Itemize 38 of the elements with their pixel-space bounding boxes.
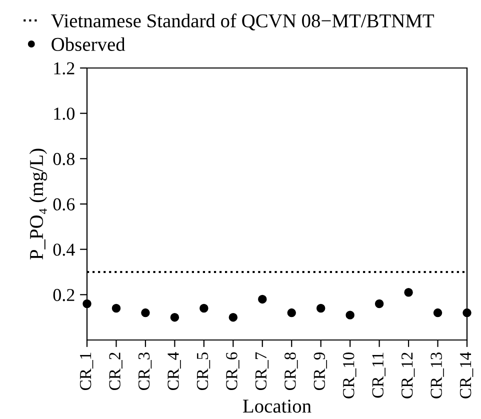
x-tick-label: CR_7	[255, 352, 269, 390]
y-tick-label: 0.2	[53, 288, 74, 302]
point	[200, 304, 208, 313]
y-tick-label: 1.2	[54, 62, 74, 75]
x-tick-label: CR_12	[402, 352, 415, 398]
y-tick-label: 1.0	[54, 108, 75, 120]
x-tick-label: CR_13	[430, 352, 444, 398]
x-tick-label: CR_3	[138, 352, 152, 390]
point	[462, 308, 472, 318]
point	[287, 308, 296, 318]
y-tick-label: 0.6	[53, 198, 75, 211]
y-tick-label: 0.4	[53, 244, 75, 256]
x-tick-label: CR_9	[314, 352, 327, 390]
x-tick-label: CR_8	[284, 352, 298, 390]
point	[404, 288, 413, 297]
legend-label: Vietnamese Standard of QCVN 08−MT/BTNMT	[51, 14, 434, 30]
x-tick-label: CR_10	[343, 352, 356, 398]
y-tick-label: 0.8	[53, 152, 75, 166]
x-tick-label: CR_6	[226, 352, 240, 390]
x-tick-label: CR_11	[372, 352, 386, 398]
x-tick-label: CR_1	[80, 352, 94, 390]
point	[112, 304, 121, 313]
x-tick-label: CR_5	[196, 352, 210, 390]
point	[346, 310, 354, 320]
point	[316, 304, 326, 313]
point	[141, 308, 150, 318]
x-axis-title: Location	[243, 400, 312, 413]
x-tick-label: CR_14	[460, 352, 474, 398]
x-tick-label: CR_2	[109, 352, 122, 390]
y-axis-title: P_PO₄ (mg/L)	[29, 148, 48, 260]
point	[258, 294, 267, 304]
point	[82, 299, 92, 308]
point	[170, 312, 180, 322]
legend-label: Observed	[52, 37, 126, 51]
x-tick-label: CR_4	[168, 352, 181, 390]
point	[228, 312, 238, 322]
point	[374, 299, 384, 308]
point	[433, 308, 442, 318]
